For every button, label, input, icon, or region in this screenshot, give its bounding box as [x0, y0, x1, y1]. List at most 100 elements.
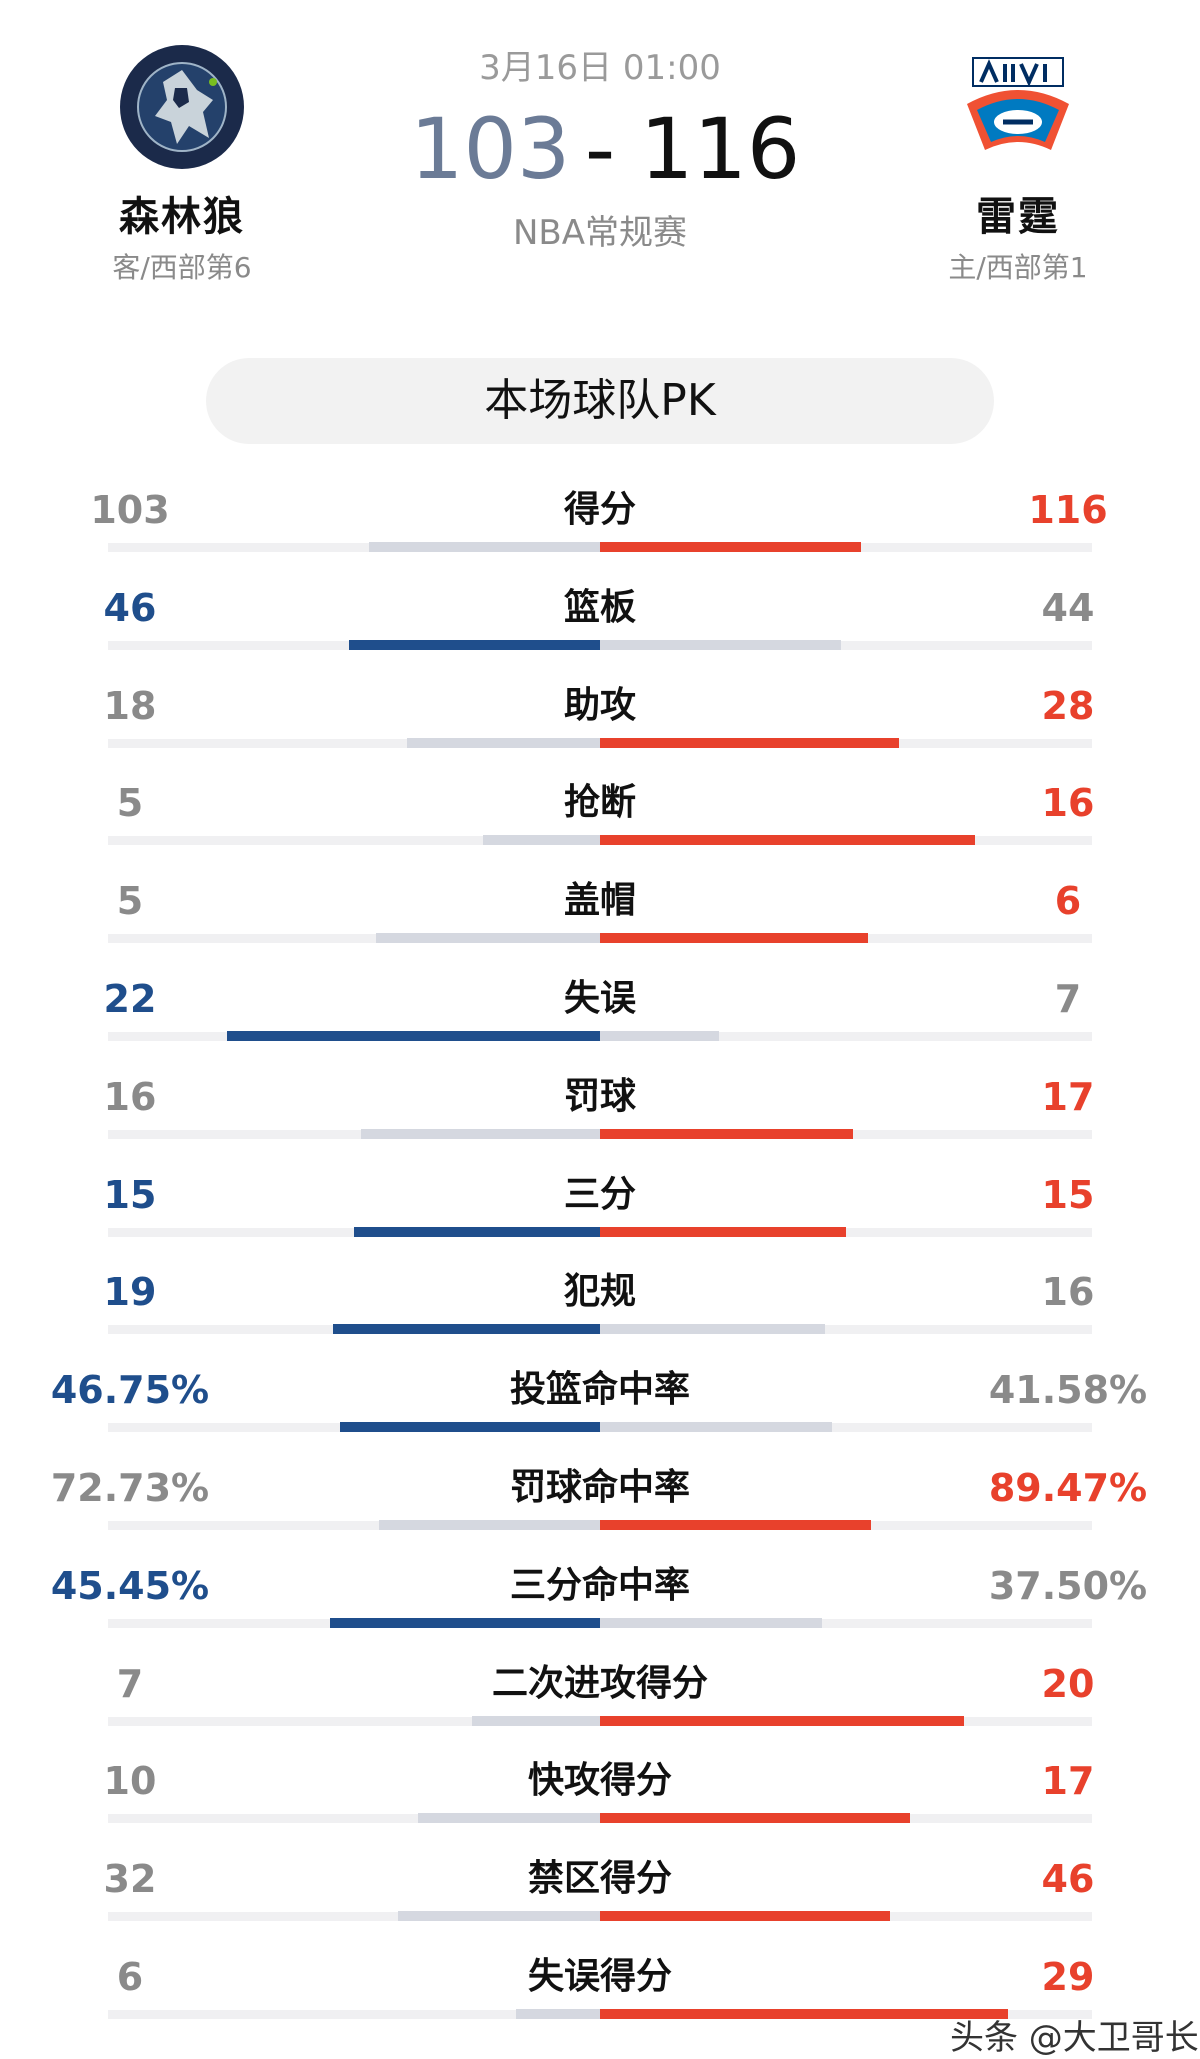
stat-away-value: 6 — [116, 1954, 144, 1999]
stat-away-bar — [369, 542, 600, 552]
stat-home-value: 20 — [1041, 1661, 1095, 1706]
stat-home-value: 44 — [1041, 585, 1095, 630]
stat-home-bar — [600, 1422, 832, 1433]
stat-label: 禁区得分 — [527, 1858, 672, 1900]
stat-row: 22 失误 7 — [0, 963, 1200, 1061]
stat-home-value: 116 — [1028, 488, 1108, 532]
stat-away-value: 103 — [90, 488, 170, 532]
home-team-standing: 主/西部第1 — [948, 251, 1088, 284]
stat-home-bar — [600, 1617, 822, 1628]
stat-home-bar — [600, 835, 975, 846]
stat-row: 5 盖帽 6 — [0, 865, 1200, 963]
score-dash: - — [584, 100, 616, 198]
stat-away-bar — [333, 1324, 600, 1335]
stat-away-bar — [516, 2008, 600, 2019]
stat-away-value: 16 — [103, 1074, 157, 1119]
stat-away-bar — [340, 1422, 600, 1433]
stat-home-value: 46 — [1041, 1857, 1095, 1902]
stat-label: 盖帽 — [563, 880, 636, 922]
stat-row: 103 得分 116 — [0, 474, 1200, 572]
stat-away-value: 32 — [103, 1857, 157, 1902]
stat-away-bar — [418, 1813, 600, 1824]
stat-home-bar — [600, 1911, 890, 1922]
stat-label: 二次进攻得分 — [491, 1662, 708, 1704]
stat-home-value: 17 — [1041, 1074, 1095, 1119]
stat-home-value: 6 — [1054, 879, 1082, 924]
stat-label: 罚球命中率 — [509, 1466, 690, 1508]
stat-home-bar — [600, 1813, 910, 1824]
stat-row: 19 犯规 16 — [0, 1256, 1200, 1354]
stat-row: 7 二次进攻得分 20 — [0, 1648, 1200, 1746]
stat-home-bar — [600, 639, 841, 650]
match-header: 3月16日 01:00 103 - 116 NBA常规赛 — [300, 40, 900, 254]
stat-away-value: 10 — [103, 1759, 157, 1804]
home-score: 116 — [640, 100, 801, 198]
stat-label: 失误 — [563, 977, 636, 1019]
thunder-logo-icon — [953, 42, 1083, 172]
stat-label: 三分命中率 — [509, 1564, 690, 1606]
stat-away-bar — [398, 1911, 600, 1922]
home-team-name: 雷霆 — [976, 194, 1060, 240]
stat-away-bar — [354, 1226, 600, 1237]
stat-away-value: 5 — [116, 879, 144, 924]
stat-row: 10 快攻得分 17 — [0, 1745, 1200, 1843]
stat-home-bar — [600, 542, 861, 552]
stat-away-bar — [407, 737, 600, 748]
stat-row: 6 失误得分 29 — [0, 1941, 1200, 2039]
stat-away-bar — [349, 639, 600, 650]
match-datetime: 3月16日 01:00 — [479, 48, 721, 88]
stat-row: 18 助攻 28 — [0, 670, 1200, 768]
stat-away-bar — [379, 1519, 600, 1530]
stats-comparison-list: 103 得分 116 46 篮板 44 18 助攻 28 5 抢断 16 5 盖帽 6 22 失误 7 16 罚球 17… — [0, 474, 1200, 2039]
stat-away-value: 5 — [116, 781, 144, 826]
stat-home-value: 28 — [1041, 683, 1095, 728]
stat-label: 得分 — [563, 489, 636, 530]
stat-away-bar — [227, 1030, 600, 1041]
away-score: 103 — [410, 100, 571, 198]
stat-away-value: 46 — [103, 585, 157, 630]
stat-away-value: 46.75% — [50, 1368, 210, 1413]
stat-home-value: 16 — [1041, 1270, 1095, 1315]
stat-home-value: 41.58% — [988, 1368, 1148, 1413]
stat-label: 三分 — [563, 1173, 636, 1215]
stat-home-bar — [600, 1226, 846, 1237]
stat-label: 助攻 — [563, 684, 636, 726]
stat-row: 72.73% 罚球命中率 89.47% — [0, 1452, 1200, 1550]
stat-label: 抢断 — [563, 782, 636, 824]
stat-home-bar — [600, 737, 899, 748]
stat-row: 46 篮板 44 — [0, 572, 1200, 670]
away-team[interactable]: 森林狼 客/西部第6 — [52, 42, 312, 286]
stat-home-value: 15 — [1041, 1172, 1095, 1217]
home-team[interactable]: 雷霆 主/西部第1 — [888, 42, 1148, 286]
stat-row: 15 三分 15 — [0, 1159, 1200, 1257]
stat-home-bar — [600, 1128, 853, 1139]
stat-home-value: 17 — [1041, 1759, 1095, 1804]
away-team-standing: 客/西部第6 — [112, 251, 252, 284]
stat-home-bar — [600, 1030, 719, 1041]
stat-label: 罚球 — [563, 1075, 636, 1117]
away-team-name: 森林狼 — [119, 194, 245, 240]
stat-away-value: 45.45% — [50, 1563, 210, 1608]
stat-home-value: 37.50% — [988, 1563, 1148, 1608]
stat-away-value: 19 — [103, 1270, 157, 1315]
stat-label: 篮板 — [563, 586, 636, 628]
timberwolves-logo-icon — [117, 42, 247, 172]
stat-home-bar — [600, 1519, 871, 1530]
stat-away-bar — [483, 835, 600, 846]
stat-home-value: 7 — [1054, 976, 1082, 1021]
stat-away-bar — [376, 933, 600, 944]
stat-home-value: 89.47% — [988, 1465, 1148, 1510]
stat-away-value: 15 — [103, 1172, 157, 1217]
stat-label: 快攻得分 — [527, 1760, 672, 1802]
stat-away-value: 72.73% — [50, 1465, 210, 1510]
stat-away-bar — [472, 1715, 600, 1726]
stat-row: 5 抢断 16 — [0, 767, 1200, 865]
stat-away-bar — [330, 1617, 600, 1628]
stat-label: 犯规 — [563, 1271, 636, 1313]
stat-away-value: 18 — [103, 683, 157, 728]
watermark: 头条 @大卫哥长 — [950, 2018, 1199, 2058]
stat-row: 16 罚球 17 — [0, 1061, 1200, 1159]
team-pk-header: 本场球队PK — [206, 358, 994, 444]
stat-home-bar — [600, 1324, 825, 1335]
scoreboard: 103 - 116 — [300, 103, 900, 195]
